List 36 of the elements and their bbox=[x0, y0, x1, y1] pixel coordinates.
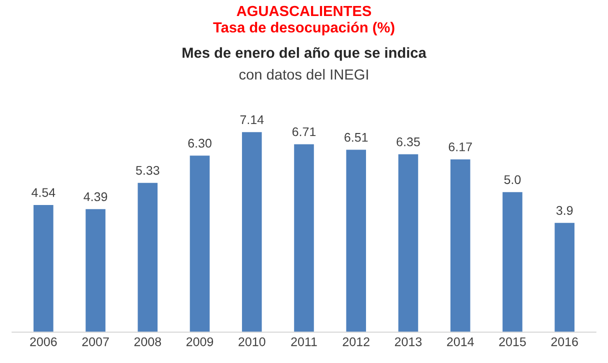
data-label: 6.71 bbox=[292, 127, 316, 136]
x-tick-label: 2016 bbox=[551, 337, 578, 346]
text: con datos del INEGI bbox=[239, 68, 368, 80]
x-tick-label: 2008 bbox=[134, 337, 162, 346]
x-tick-label: 2013 bbox=[394, 337, 422, 346]
bar bbox=[242, 132, 262, 332]
bar bbox=[86, 209, 106, 332]
x-tick-label: 2014 bbox=[447, 337, 474, 346]
bar bbox=[294, 144, 314, 332]
bar bbox=[502, 192, 522, 332]
data-label: 6.35 bbox=[396, 137, 420, 146]
x-tick-label: 2010 bbox=[238, 337, 266, 346]
x-tick-label: 2015 bbox=[499, 337, 526, 346]
bar bbox=[346, 150, 366, 332]
bar bbox=[450, 159, 470, 332]
data-label: 4.54 bbox=[32, 188, 56, 197]
bar bbox=[554, 222, 574, 332]
chart-subtitle: Mes de enero del año que se indica bbox=[182, 47, 426, 61]
data-label: 4.39 bbox=[84, 192, 108, 202]
bar bbox=[398, 154, 418, 332]
x-tick-label: 2011 bbox=[291, 337, 317, 346]
bar bbox=[138, 182, 158, 332]
x-tick-label: 2009 bbox=[186, 337, 214, 346]
bar bbox=[190, 156, 210, 332]
data-label: 7.14 bbox=[240, 115, 264, 124]
x-tick-label: 2012 bbox=[342, 337, 370, 346]
data-label: 5.33 bbox=[136, 166, 160, 175]
x-tick-label: 2006 bbox=[30, 337, 57, 346]
data-label: 6.30 bbox=[188, 138, 212, 148]
bar bbox=[34, 204, 54, 332]
data-label: 5.0 bbox=[504, 175, 521, 184]
data-label: 3.9 bbox=[556, 206, 573, 215]
data-label: 6.51 bbox=[344, 132, 368, 142]
data-label: 6.17 bbox=[448, 142, 472, 152]
chart-title: AGUASCALIENTES Tasa de desocupación (%) bbox=[213, 6, 394, 36]
x-tick-label: 2007 bbox=[82, 337, 109, 346]
